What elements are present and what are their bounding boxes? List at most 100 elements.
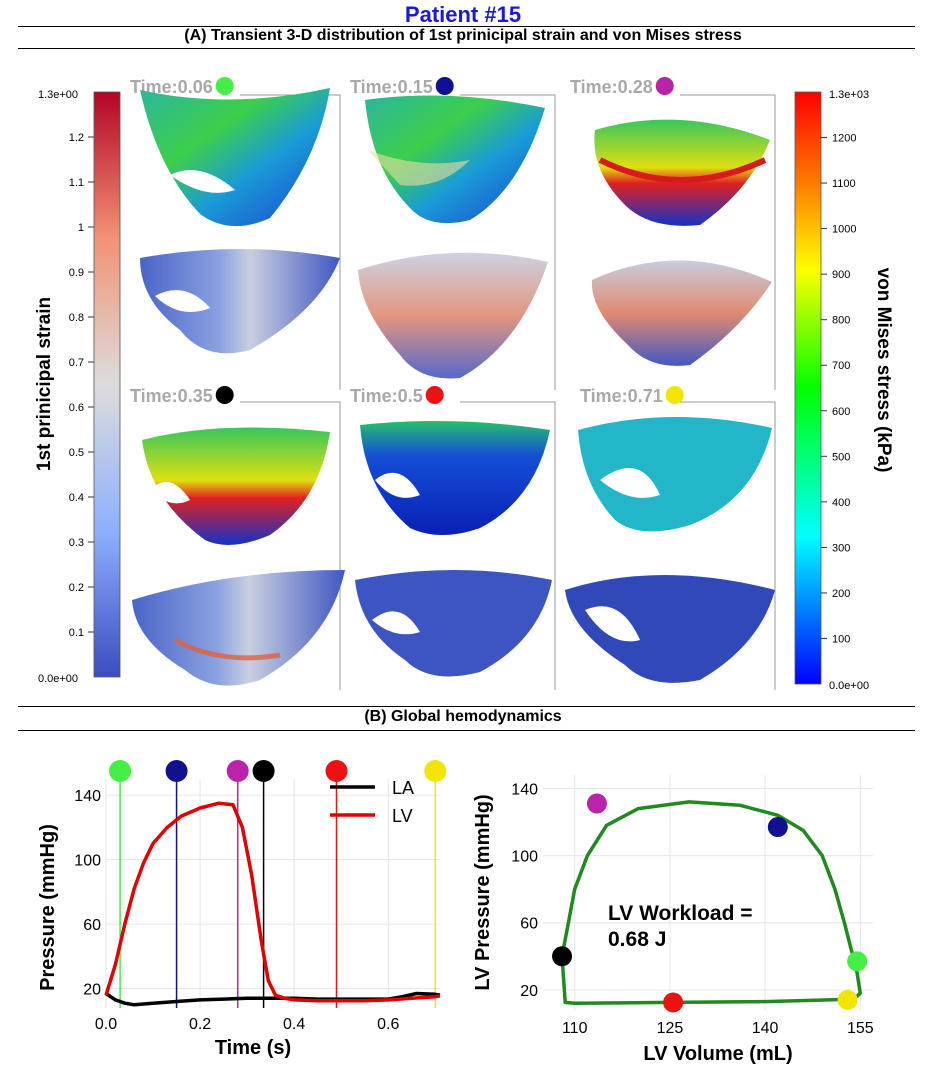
legend-label-lv: LV [392,806,413,826]
valve-snapshot-1 [140,88,340,354]
strain-tick-label: 1 [78,222,84,234]
panel-frames [240,94,776,690]
strain-tick-label: 0.1 [69,627,84,639]
snapshot-label: Time:0.5 [350,386,423,406]
header-divider [18,26,915,27]
x-tick-label: 110 [562,1020,588,1037]
x-tick-label: 0.6 [377,1016,399,1033]
series-line-la [105,991,441,1007]
strain-tick-label: 0.6 [69,402,84,414]
y-axis-label: Pressure (mmHg) [37,824,59,991]
pv-loop-chart: 110 125 140 155 20 60 100 140 LV Volume (mL) LV P… [472,775,874,1065]
time-marker-dot [424,760,447,782]
snapshot-dot [655,77,674,95]
y-axis-label: LV Pressure (mmHg) [472,794,494,990]
stress-tick-label: 600 [832,406,850,418]
legend-label-la: LA [392,778,414,798]
valve-snapshot-5 [355,421,552,677]
strain-tick-label: 0.7 [69,357,84,369]
y-tick-label: 140 [511,781,538,798]
strain-axis-label: 1st prinicipal strain [34,297,55,471]
x-tick-label: 0.2 [189,1016,211,1033]
stress-colorbar: 1.3e+03 0.0e+00 1200 1100 1000 900 800 700 600… [794,89,894,692]
pv-loop-point [847,951,868,972]
pv-loop-point [552,946,573,967]
stress-tick-label: 1200 [832,133,856,145]
valve-snapshot-6 [565,416,775,683]
workload-annotation-line: LV Workload = [608,902,753,925]
stress-tick-label: 900 [832,269,850,281]
stress-max-label: 1.3e+03 [829,89,869,101]
x-tick-label: 140 [752,1020,779,1037]
y-tick-label: 100 [74,853,101,870]
x-tick-label: 125 [657,1020,684,1037]
y-tick-label: 20 [520,983,538,1000]
snapshot-dot [435,77,454,95]
section-b-divider [18,730,915,731]
stress-tick-label: 100 [832,633,850,645]
stress-tick-label: 800 [832,315,850,327]
valve-snapshot-2 [358,95,548,379]
workload-annotation: LV Workload = 0.68 J [608,902,753,951]
x-axis-label: LV Volume (mL) [643,1043,792,1065]
snapshot-dot [215,77,234,95]
time-marker-dot [325,760,348,782]
stress-tick-label: 200 [832,588,850,600]
pv-loop-point [586,793,607,814]
y-tick-label: 20 [83,982,101,999]
section-a-title: (A) Transient 3-D distribution of 1st pr… [184,27,742,44]
snapshot-label: Time:0.71 [580,386,663,406]
strain-max-label: 1.3e+00 [38,89,78,101]
snapshot-dot [425,386,444,404]
valve-snapshot-4 [132,427,345,686]
snapshot-label: Time:0.35 [130,386,213,406]
page-title: Patient #15 [404,2,522,27]
pressure-time-chart: 0.0 0.2 0.4 0.6 20 60 100 140 Time (s) Pressure (… [37,760,447,1059]
strain-tick-label: 0.9 [69,267,84,279]
stress-min-label: 0.0e+00 [829,680,869,692]
time-marker-dot [226,760,249,782]
strain-tick-label: 0.5 [69,447,84,459]
y-tick-label: 60 [520,916,538,933]
stress-axis-label: von Mises stress (kPa) [873,268,894,473]
stress-tick-label: 300 [832,542,850,554]
section-b-top-divider [18,706,915,707]
pv-loop-point [767,817,788,838]
time-marker-dot [165,760,188,782]
y-tick-label: 60 [83,917,101,934]
section-a-divider [18,48,915,49]
stress-tick-label: 400 [832,497,850,509]
strain-tick-label: 0.2 [69,582,84,594]
snapshot-label: Time:0.06 [130,77,213,97]
pv-loop-point [837,989,858,1010]
x-tick-label: 0.0 [95,1016,117,1033]
strain-tick-label: 0.8 [69,312,84,324]
pv-loop-point [663,992,684,1013]
strain-tick-label: 1.2 [69,132,84,144]
stress-tick-label: 1000 [832,224,856,236]
snapshot-dot [665,386,684,404]
stress-tick-label: 700 [832,360,850,372]
strain-min-label: 0.0e+00 [38,673,78,685]
x-tick-label: 0.4 [283,1016,305,1033]
strain-tick-label: 0.3 [69,537,84,549]
y-tick-label: 140 [74,788,101,805]
y-tick-label: 100 [511,849,538,866]
section-b-title: (B) Global hemodynamics [364,708,562,725]
strain-tick-label: 0.4 [69,492,84,504]
strain-stress-figure: 1.3e+00 0.0e+00 1.2 1.1 1 0.9 0.8 0.7 0.6 0.5 0.… [34,77,894,692]
strain-colorbar: 1.3e+00 0.0e+00 1.2 1.1 1 0.9 0.8 0.7 0.6 0.5 0.… [34,89,121,685]
x-tick-label: 155 [847,1020,874,1037]
snapshot-label: Time:0.15 [350,77,433,97]
time-marker-dot [252,760,275,782]
snapshot-label: Time:0.28 [570,77,653,97]
strain-tick-label: 1.1 [69,177,84,189]
stress-tick-label: 1100 [832,178,856,190]
workload-annotation-line: 0.68 J [608,928,666,951]
pv-loop-line [560,800,863,1006]
valve-snapshot-3 [591,119,772,366]
snapshot-dot [215,386,234,404]
stress-tick-label: 500 [832,451,850,463]
series-line-lv [104,801,441,1003]
x-axis-label: Time (s) [215,1037,291,1059]
